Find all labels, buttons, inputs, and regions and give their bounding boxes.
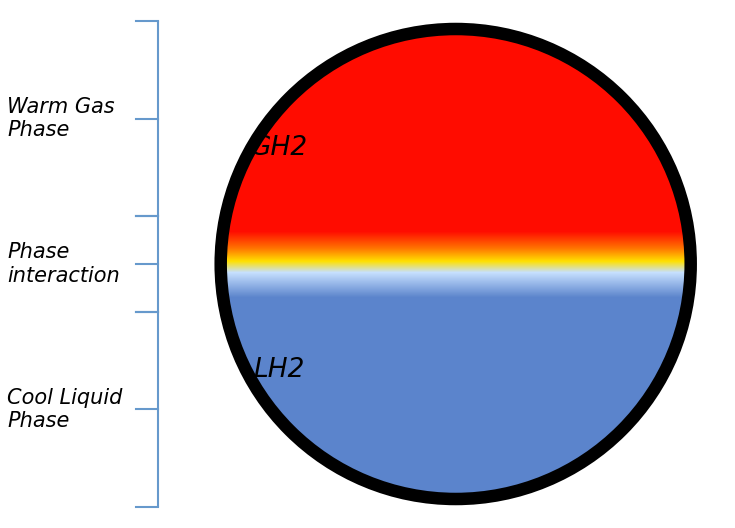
Text: LH2: LH2 bbox=[254, 356, 305, 383]
Text: Cool Liquid
Phase: Cool Liquid Phase bbox=[7, 388, 123, 431]
Text: GH2: GH2 bbox=[251, 135, 308, 161]
Text: Phase
interaction: Phase interaction bbox=[7, 242, 120, 286]
Text: Warm Gas
Phase: Warm Gas Phase bbox=[7, 97, 115, 140]
